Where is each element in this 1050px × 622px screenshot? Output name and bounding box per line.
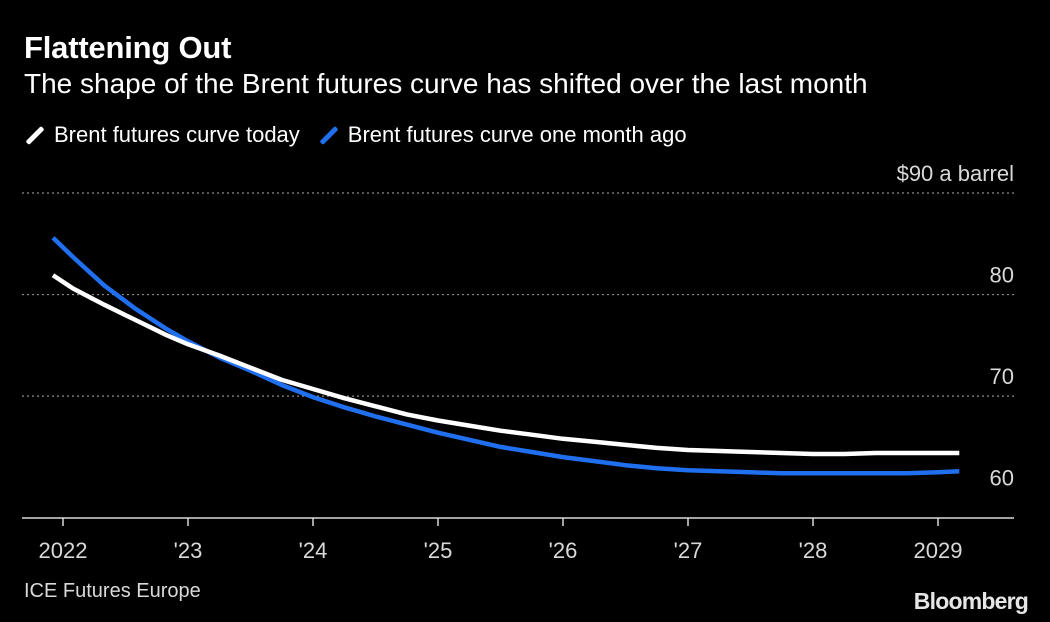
chart-subtitle: The shape of the Brent futures curve has…	[24, 68, 868, 99]
legend: Brent futures curve today Brent futures …	[24, 122, 705, 148]
x-tick-label-2023: '23	[174, 538, 203, 563]
series-line-today	[51, 273, 960, 457]
x-tick-label-2026: '26	[549, 538, 578, 563]
legend-item-today: Brent futures curve today	[24, 122, 300, 148]
legend-label-today: Brent futures curve today	[54, 122, 300, 147]
x-tick-label-2029: 2029	[914, 538, 963, 563]
x-tick-label-2022: 2022	[39, 538, 88, 563]
bloomberg-logo: Bloomberg	[913, 588, 1029, 614]
legend-item-month-ago: Brent futures curve one month ago	[318, 122, 687, 148]
y-tick-label-70: 70	[990, 364, 1014, 389]
x-tick-label-2025: '25	[424, 538, 453, 563]
y-tick-label-90: $90 a barrel	[897, 161, 1014, 186]
x-tick-label-2024: '24	[299, 538, 328, 563]
y-tick-label-60: 60	[990, 466, 1014, 491]
x-tick-label-2028: '28	[799, 538, 828, 563]
legend-label-month-ago: Brent futures curve one month ago	[347, 122, 687, 147]
series-line-month-ago	[51, 236, 960, 476]
source-note: ICE Futures Europe	[24, 580, 201, 602]
x-tick-label-2027: '27	[674, 538, 703, 563]
chart-title: Flattening Out	[24, 30, 232, 65]
y-tick-label-80: 80	[990, 263, 1014, 288]
